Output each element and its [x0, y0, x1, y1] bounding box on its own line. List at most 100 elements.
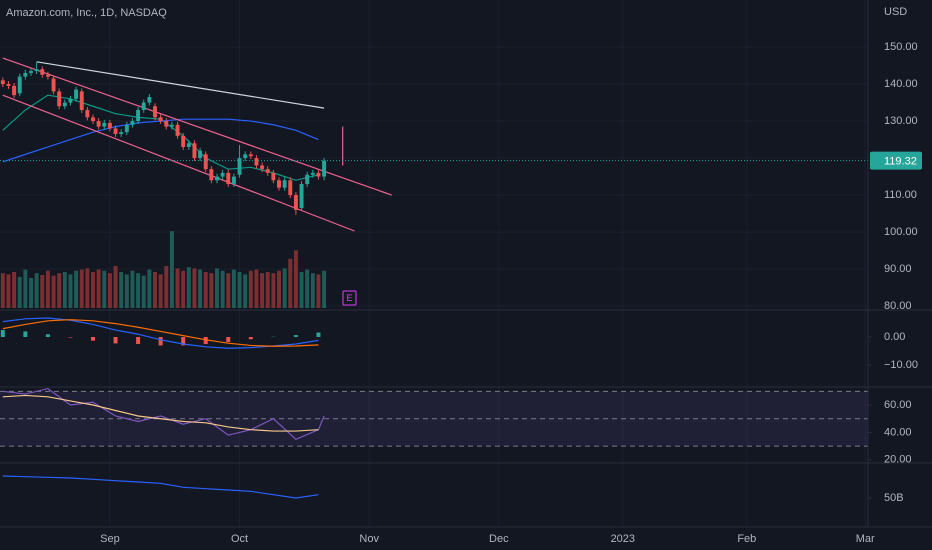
candle-body	[23, 72, 28, 77]
volume-bar	[310, 273, 315, 308]
candle-body	[248, 154, 253, 157]
volume-bar	[186, 267, 191, 308]
volume-bar	[6, 274, 11, 308]
candle-body	[260, 165, 265, 170]
volume-bar	[169, 231, 174, 308]
x-tick-label: 2023	[611, 533, 635, 545]
candle-body	[220, 172, 225, 177]
indicator-line	[2, 57, 392, 196]
currency-label: USD	[884, 6, 907, 18]
volume-bar	[277, 270, 281, 308]
histogram-bar	[203, 337, 208, 345]
y-tick-label: 20.00	[884, 454, 912, 466]
earnings-marker: E	[346, 293, 352, 303]
volume-bar	[124, 274, 129, 308]
volume-bar	[293, 250, 298, 308]
histogram-bar	[0, 330, 5, 338]
candle-body	[158, 117, 163, 122]
volume-bar	[34, 273, 39, 308]
candle-body	[153, 106, 157, 118]
histogram-bar	[45, 334, 50, 338]
y-tick-label: 110.00	[884, 189, 917, 201]
volume-bar	[181, 270, 186, 308]
volume-bar	[29, 277, 33, 308]
candle-body	[124, 124, 129, 133]
volume-bar	[136, 273, 141, 308]
volume-bar	[209, 273, 214, 308]
volume-bar	[17, 276, 22, 308]
volume-bar	[322, 270, 327, 308]
candle-body	[299, 183, 304, 209]
volume-bar	[23, 269, 28, 308]
candle-body	[293, 195, 298, 210]
candle-body	[79, 91, 84, 110]
candle-body	[198, 150, 203, 159]
histogram-bar	[113, 337, 118, 344]
candle-body	[186, 143, 191, 147]
histogram-bar	[23, 331, 28, 338]
candle-body	[203, 154, 208, 170]
candle-body	[0, 80, 5, 85]
histogram-bar	[181, 337, 186, 346]
candle-body	[40, 69, 45, 75]
candle-body	[34, 69, 39, 72]
candle-body	[113, 128, 118, 135]
histogram-bar	[226, 337, 231, 343]
x-tick-label: Sep	[100, 533, 120, 545]
y-tick-label: 130.00	[884, 115, 918, 127]
chart-title: Amazon.com, Inc., 1D, NASDAQ	[6, 7, 167, 19]
candle-body	[51, 78, 56, 92]
volume-bar	[271, 273, 276, 308]
indicator-line	[36, 61, 325, 109]
volume-bar	[62, 271, 67, 308]
y-tick-label: 150.00	[884, 41, 918, 53]
volume-bar	[260, 273, 265, 308]
x-tick-label: Feb	[737, 533, 756, 545]
histogram-bar	[293, 335, 298, 338]
earnings-box	[342, 290, 357, 306]
candle-body	[215, 176, 219, 181]
volume-bar	[265, 271, 270, 308]
candle-body	[6, 84, 11, 86]
volume-bar	[316, 274, 321, 308]
last-price-label: 119.32	[884, 155, 917, 167]
histogram-bar	[248, 337, 253, 340]
volume-bar	[299, 271, 304, 308]
candle-body	[96, 121, 101, 127]
volume-bar	[68, 274, 73, 308]
candle-body	[277, 180, 281, 188]
candle-body	[243, 154, 248, 159]
candle-body	[169, 124, 174, 127]
indicator-line	[2, 319, 319, 347]
candle-body	[322, 160, 327, 177]
volume-bar	[305, 269, 310, 308]
volume-bar	[40, 274, 45, 308]
volume-bar	[147, 269, 152, 308]
volume-bar	[119, 271, 124, 308]
volume-bar	[288, 258, 293, 308]
candle-body	[192, 143, 197, 159]
volume-bar	[215, 268, 219, 308]
candle-body	[29, 71, 33, 73]
candle-body	[181, 135, 186, 147]
candle-body	[209, 169, 214, 181]
volume-bar	[220, 270, 225, 308]
volume-bar	[141, 275, 146, 308]
volume-bar	[130, 270, 135, 308]
volume-bar	[51, 275, 56, 308]
volume-bar	[74, 270, 79, 308]
candle-body	[136, 109, 141, 122]
volume-bar	[96, 269, 101, 308]
histogram-bar	[158, 337, 163, 346]
candle-body	[282, 180, 287, 188]
candle-body	[45, 74, 50, 77]
y-tick-label: 40.00	[884, 426, 912, 438]
histogram-bar	[91, 337, 95, 341]
candle-body	[141, 102, 146, 110]
volume-bar	[192, 268, 197, 308]
y-tick-label: 60.00	[884, 399, 912, 411]
volume-bar	[85, 268, 90, 308]
axes: Sep Oct Nov Dec 2023 Feb Mar 150.00 140.00 130.00…	[100, 41, 922, 545]
candle-body	[91, 117, 95, 122]
